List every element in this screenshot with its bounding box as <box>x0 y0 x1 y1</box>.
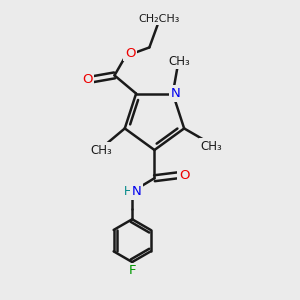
Text: O: O <box>82 73 92 86</box>
Text: CH₃: CH₃ <box>90 144 112 157</box>
Text: N: N <box>170 87 180 100</box>
Text: H: H <box>124 185 133 198</box>
Text: CH₃: CH₃ <box>200 140 222 153</box>
Text: CH₂CH₃: CH₂CH₃ <box>138 14 180 24</box>
Text: O: O <box>179 169 189 182</box>
Text: N: N <box>132 185 142 198</box>
Text: O: O <box>125 46 135 60</box>
Text: CH₃: CH₃ <box>169 55 190 68</box>
Text: F: F <box>128 265 136 278</box>
